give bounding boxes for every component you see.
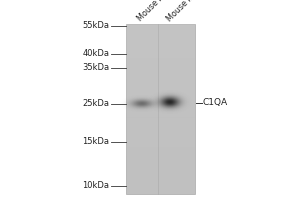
- Bar: [126, 122, 195, 126]
- Bar: [126, 28, 195, 32]
- Text: 25kDa: 25kDa: [82, 99, 109, 108]
- Bar: [126, 134, 195, 139]
- Bar: [126, 37, 195, 41]
- Bar: [126, 160, 195, 164]
- Bar: [126, 58, 195, 62]
- Bar: [126, 147, 195, 152]
- Bar: [126, 164, 195, 168]
- Bar: [126, 190, 195, 194]
- Bar: [126, 113, 195, 117]
- Bar: [126, 49, 195, 54]
- Bar: [126, 152, 195, 156]
- Bar: [126, 71, 195, 75]
- Bar: [126, 168, 195, 173]
- Bar: [126, 126, 195, 130]
- Bar: [126, 105, 195, 109]
- Bar: [126, 100, 195, 105]
- Bar: [126, 54, 195, 58]
- Bar: [126, 32, 195, 37]
- Bar: [126, 156, 195, 160]
- Bar: [126, 24, 195, 28]
- Bar: [126, 186, 195, 190]
- Text: 35kDa: 35kDa: [82, 64, 109, 72]
- Bar: [126, 96, 195, 100]
- Text: Mouse liver: Mouse liver: [165, 0, 204, 23]
- Bar: [126, 181, 195, 186]
- Bar: [126, 109, 195, 113]
- Bar: [126, 173, 195, 177]
- Bar: [126, 177, 195, 181]
- Bar: [126, 84, 195, 88]
- Bar: [126, 62, 195, 66]
- Bar: [126, 143, 195, 147]
- Text: 10kDa: 10kDa: [82, 182, 109, 190]
- Text: 40kDa: 40kDa: [82, 49, 109, 58]
- Bar: [126, 45, 195, 49]
- Bar: [126, 88, 195, 92]
- Bar: [126, 139, 195, 143]
- Text: Mouse lung: Mouse lung: [136, 0, 175, 23]
- Bar: [126, 75, 195, 79]
- Bar: [126, 24, 195, 194]
- Bar: [126, 130, 195, 134]
- Bar: [126, 92, 195, 96]
- Bar: [126, 79, 195, 84]
- Text: 55kDa: 55kDa: [82, 21, 109, 30]
- Bar: [126, 117, 195, 122]
- Bar: [126, 66, 195, 71]
- Bar: [126, 41, 195, 45]
- Text: C1QA: C1QA: [202, 98, 228, 108]
- Text: 15kDa: 15kDa: [82, 138, 109, 146]
